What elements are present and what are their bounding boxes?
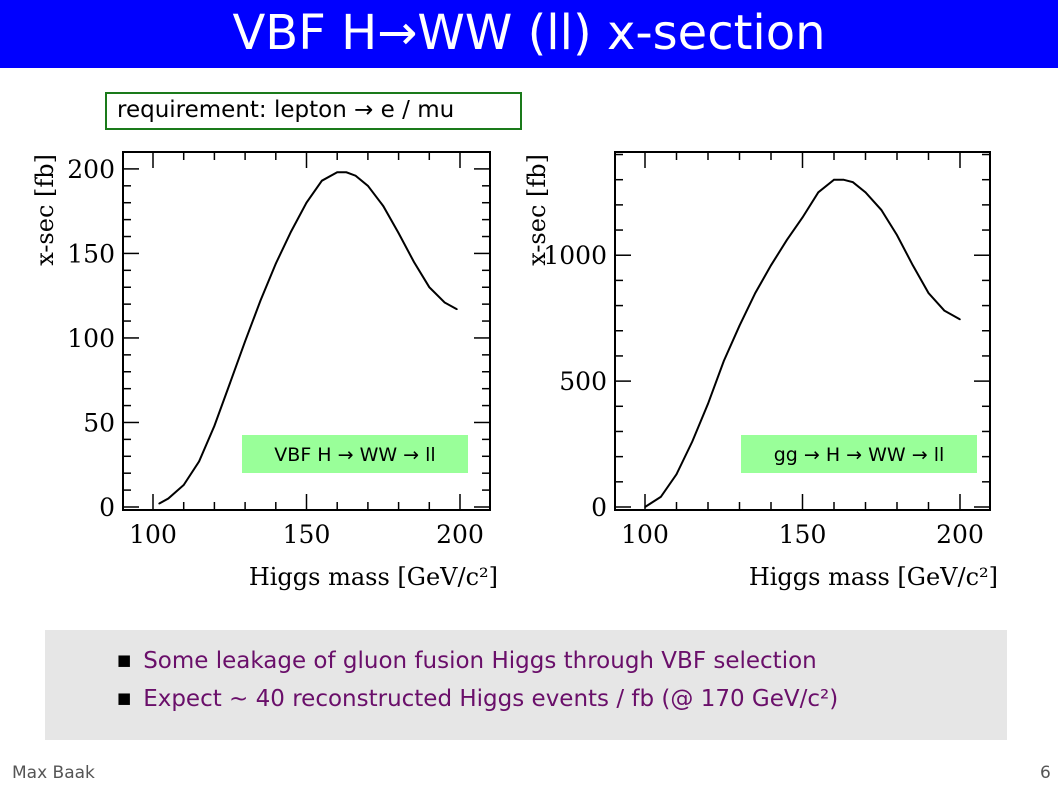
data-point — [707, 402, 709, 405]
y-tick-label: 1000 — [543, 241, 607, 270]
bullet-item: ■ Expect ~ 40 reconstructed Higgs events … — [117, 686, 838, 712]
bullet-text: Some leakage of gluon fusion Higgs throu… — [143, 648, 817, 674]
data-point — [927, 292, 930, 294]
data-point — [354, 174, 357, 177]
data-point — [801, 216, 804, 219]
data-point — [345, 171, 348, 174]
data-point — [943, 309, 946, 312]
x-tick-label: 100 — [621, 520, 669, 549]
data-point — [167, 497, 170, 500]
data-point — [833, 178, 835, 181]
slide-title: VBF H→WW (ll) x-section — [232, 5, 826, 61]
legend-box — [741, 435, 977, 473]
data-point — [817, 191, 820, 194]
data-point — [275, 262, 277, 265]
data-point — [428, 286, 431, 289]
data-point — [770, 264, 772, 267]
legend-box — [242, 435, 468, 473]
data-point — [382, 205, 385, 207]
bullet-text: Expect ~ 40 reconstructed Higgs events /… — [143, 686, 839, 712]
y-tick-label: 150 — [67, 239, 115, 268]
page-number: 6 — [1040, 763, 1051, 783]
y-tick-label: 100 — [67, 324, 115, 353]
data-point — [754, 292, 757, 294]
data-point — [397, 232, 400, 234]
data-point — [198, 460, 200, 463]
legend-label: VBF H → WW → ll — [274, 444, 435, 466]
data-point — [321, 179, 323, 182]
data-point — [722, 360, 725, 362]
data-point — [456, 308, 458, 311]
data-point — [213, 425, 216, 427]
title-bar — [0, 0, 1058, 68]
x-tick-label: 200 — [936, 520, 984, 549]
data-point — [158, 502, 160, 505]
data-point — [842, 178, 845, 181]
data-point — [305, 201, 308, 204]
data-point — [959, 318, 961, 321]
data-point — [911, 264, 914, 267]
x-axis-label: Higgs mass [GeV/c²] — [749, 563, 998, 591]
data-point — [182, 484, 185, 486]
y-axis-label: x-sec [fb] — [31, 154, 59, 266]
data-point — [290, 230, 292, 233]
data-point — [367, 185, 369, 187]
data-point — [896, 234, 898, 236]
data-point — [864, 191, 867, 194]
data-point — [259, 299, 262, 302]
data-point — [244, 340, 246, 343]
data-point — [785, 239, 788, 241]
requirement-box: requirement: lepton → e / mu — [105, 92, 522, 130]
data-point — [691, 440, 694, 443]
bullet-item: ■ Some leakage of gluon fusion Higgs thro… — [117, 648, 817, 674]
data-point — [644, 506, 646, 508]
y-tick-label: 200 — [67, 155, 115, 184]
requirement-text: requirement: lepton → e / mu — [117, 97, 455, 123]
legend-label: gg → H → WW → ll — [774, 444, 945, 466]
data-point — [336, 171, 339, 174]
y-axis-label: x-sec [fb] — [523, 154, 551, 266]
x-tick-label: 150 — [283, 520, 331, 549]
x-tick-label: 100 — [129, 520, 177, 549]
y-tick-label: 50 — [83, 408, 115, 437]
data-point — [659, 496, 662, 498]
y-tick-label: 0 — [591, 493, 607, 522]
bullet-panel: ■ Some leakage of gluon fusion Higgs thro… — [45, 630, 1007, 740]
y-tick-label: 0 — [99, 493, 115, 522]
author-name: Max Baak — [12, 763, 95, 783]
data-point — [228, 382, 231, 385]
x-tick-label: 200 — [436, 520, 484, 549]
bullet-square-icon: ■ — [117, 651, 132, 669]
data-point — [413, 261, 415, 263]
vbf-xsec-chart: 0 50 100 150 200 100 150 200 Higgs mass [GeV/c²]… — [31, 151, 498, 591]
x-tick-label: 150 — [779, 520, 827, 549]
xsec-curve — [158, 171, 458, 505]
data-point — [852, 181, 854, 184]
data-point — [738, 324, 741, 327]
data-point — [675, 473, 678, 476]
x-axis-label: Higgs mass [GeV/c²] — [249, 563, 498, 591]
gg-xsec-chart: 0 500 1000 100 150 200 Higgs mass [GeV/c²] x-se… — [523, 151, 998, 591]
xsec-curve — [644, 178, 961, 508]
data-point — [880, 209, 883, 211]
y-tick-label: 500 — [559, 367, 607, 396]
bullet-square-icon: ■ — [117, 689, 132, 707]
data-point — [443, 301, 446, 304]
